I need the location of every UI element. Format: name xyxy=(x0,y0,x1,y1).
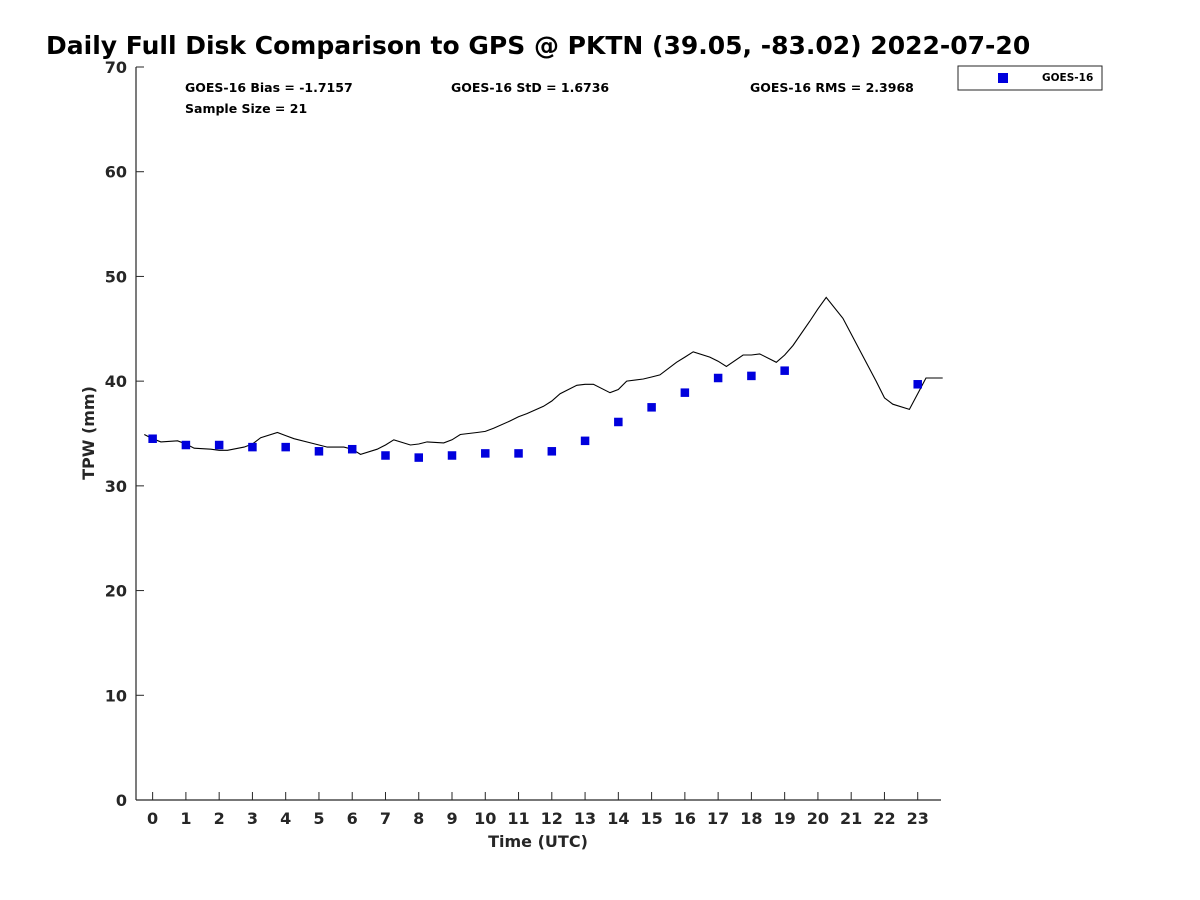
x-tick-label: 21 xyxy=(840,809,862,828)
stat-rms: GOES-16 RMS = 2.3968 xyxy=(750,80,914,95)
data-point-goes16 xyxy=(414,453,423,462)
x-tick-label: 4 xyxy=(280,809,291,828)
x-tick-label: 8 xyxy=(413,809,424,828)
series-layer xyxy=(144,296,943,462)
x-tick-label: 5 xyxy=(313,809,324,828)
y-ticks: 0 10 20 30 40 50 60 70 xyxy=(105,58,144,810)
stat-std: GOES-16 StD = 1.6736 xyxy=(451,80,609,95)
data-point-goes16 xyxy=(248,442,257,452)
data-point-goes16 xyxy=(181,440,191,450)
y-tick-label: 50 xyxy=(105,267,127,286)
data-point-goes16 xyxy=(514,449,523,458)
data-point-goes16 xyxy=(680,388,690,397)
x-ticks: 0 1 2 3 4 5 6 7 8 9 10 11 12 13 14 15 16 17 18 19 20 21 22 23 xyxy=(147,792,929,828)
x-tick-label: 23 xyxy=(907,809,929,828)
x-tick-label: 16 xyxy=(674,809,696,828)
data-point-goes16 xyxy=(913,380,922,389)
x-tick-label: 10 xyxy=(474,809,496,828)
x-tick-label: 20 xyxy=(807,809,829,828)
y-tick-label: 60 xyxy=(105,163,127,182)
x-tick-label: 2 xyxy=(214,809,225,828)
gps-reference-line xyxy=(144,296,943,456)
x-tick-label: 3 xyxy=(247,809,258,828)
legend-label-goes16: GOES-16 xyxy=(1042,72,1093,84)
data-point-goes16 xyxy=(747,371,756,381)
legend: GOES-16 xyxy=(957,65,1103,91)
x-tick-label: 7 xyxy=(380,809,391,828)
chart-title: Daily Full Disk Comparison to GPS @ PKTN… xyxy=(46,31,1030,60)
data-point-goes16 xyxy=(547,447,557,456)
data-point-goes16 xyxy=(347,444,357,454)
legend-box xyxy=(957,65,1103,91)
data-point-goes16 xyxy=(580,436,590,446)
stat-bias: GOES-16 Bias = -1.7157 xyxy=(185,80,353,95)
x-tick-label: 0 xyxy=(147,809,158,828)
x-tick-label: 9 xyxy=(446,809,457,828)
x-tick-label: 17 xyxy=(707,809,729,828)
data-point-goes16 xyxy=(214,440,224,450)
data-point-goes16 xyxy=(614,417,623,427)
y-axis-label: TPW (mm) xyxy=(79,386,98,480)
x-tick-label: 19 xyxy=(774,809,796,828)
x-tick-label: 11 xyxy=(507,809,529,828)
data-point-goes16 xyxy=(713,373,723,383)
y-tick-label: 40 xyxy=(105,372,127,391)
x-axis-label: Time (UTC) xyxy=(488,832,588,851)
x-tick-label: 6 xyxy=(347,809,358,828)
y-tick-label: 0 xyxy=(116,791,127,810)
x-tick-label: 12 xyxy=(541,809,563,828)
y-tick-label: 10 xyxy=(105,686,127,705)
data-point-goes16 xyxy=(381,451,390,460)
legend-marker-goes16 xyxy=(998,73,1008,83)
data-point-goes16 xyxy=(314,447,324,456)
y-tick-label: 70 xyxy=(105,58,127,77)
y-tick-label: 20 xyxy=(105,582,127,601)
data-point-goes16 xyxy=(481,449,490,458)
x-tick-label: 22 xyxy=(873,809,895,828)
x-tick-label: 13 xyxy=(574,809,596,828)
data-point-goes16 xyxy=(281,442,290,452)
y-tick-label: 30 xyxy=(105,477,127,496)
stats-annotations: GOES-16 Bias = -1.7157 GOES-16 StD = 1.6… xyxy=(185,80,914,116)
data-point-goes16 xyxy=(148,434,157,443)
data-point-goes16 xyxy=(780,366,789,375)
x-tick-label: 15 xyxy=(640,809,662,828)
x-tick-label: 1 xyxy=(180,809,191,828)
data-point-goes16 xyxy=(647,403,656,412)
x-tick-label: 14 xyxy=(607,809,629,828)
stat-sample-size: Sample Size = 21 xyxy=(185,101,307,116)
data-point-goes16 xyxy=(447,451,457,460)
x-tick-label: 18 xyxy=(740,809,762,828)
